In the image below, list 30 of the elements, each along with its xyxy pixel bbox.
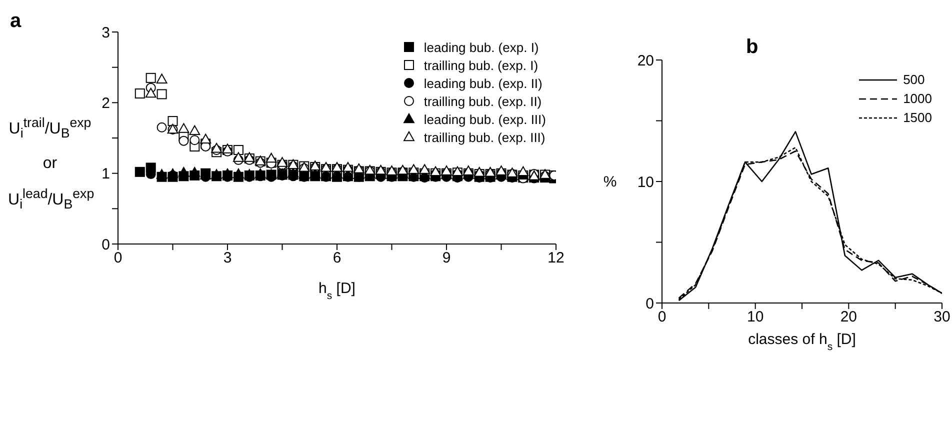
legend-label: leading bub. (exp. I)	[424, 40, 539, 54]
x-tick-label: 9	[442, 250, 451, 267]
legend-label: 1500	[903, 110, 932, 125]
y-tick-label: 1	[102, 166, 110, 183]
x-tick-label: 20	[840, 308, 858, 326]
chart-title: b	[746, 36, 758, 59]
x-tick-label: 30	[934, 308, 950, 326]
legend-label: trailling bub. (exp. III)	[424, 130, 546, 144]
legend-label: leading bub. (exp. III)	[424, 112, 546, 126]
x-tick-label: 3	[223, 250, 232, 267]
x-tick-label: 10	[746, 308, 764, 326]
y-tick-label: 10	[637, 174, 654, 191]
x-tick-label: 0	[114, 250, 122, 267]
legend-label: leading bub. (exp. II)	[424, 76, 542, 90]
y-tick-label: 2	[102, 94, 110, 112]
y-tick-label: 3	[102, 24, 110, 42]
y-tick-label: 20	[637, 52, 654, 70]
x-axis-title: classes of h$_{s}$ [D]	[748, 331, 856, 353]
legend-label: trailling bub. (exp. I)	[424, 58, 538, 72]
x-tick-label: 12	[548, 250, 564, 267]
legend-label: 500	[903, 72, 925, 87]
legend-label: trailling bub. (exp. II)	[424, 94, 542, 108]
x-tick-label: 6	[332, 250, 342, 267]
x-tick-label: 0	[658, 308, 666, 326]
legend-label: 1000	[903, 91, 932, 106]
x-axis-title: h$_{s}$ [D]	[318, 280, 356, 302]
y-tick-label: 0	[646, 295, 654, 312]
chart-title: a	[10, 10, 22, 33]
y-axis-title: %	[603, 174, 617, 190]
y-tick-label: 0	[102, 236, 110, 254]
